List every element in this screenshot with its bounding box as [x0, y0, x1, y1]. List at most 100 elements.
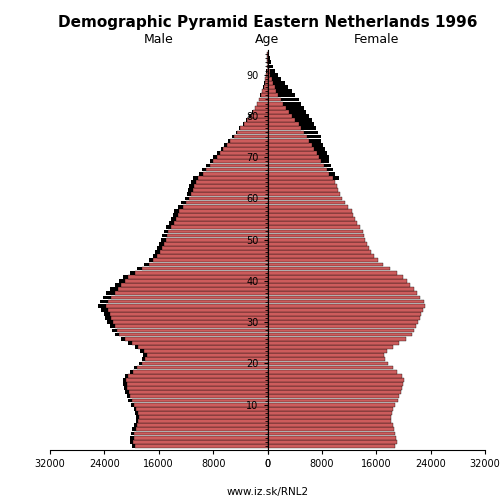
- Text: www.iz.sk/RNL2: www.iz.sk/RNL2: [226, 487, 308, 497]
- Bar: [258, 102, 268, 105]
- Bar: [268, 411, 392, 415]
- Bar: [268, 196, 342, 200]
- Bar: [132, 428, 136, 432]
- Bar: [174, 209, 179, 212]
- Bar: [281, 98, 299, 102]
- Bar: [138, 419, 268, 423]
- Text: Female: Female: [354, 33, 399, 46]
- Bar: [110, 312, 268, 316]
- Bar: [269, 64, 273, 68]
- Bar: [106, 292, 114, 295]
- Bar: [268, 118, 295, 122]
- Bar: [178, 205, 182, 208]
- Bar: [312, 143, 323, 146]
- Bar: [134, 424, 137, 427]
- Bar: [156, 250, 160, 254]
- Bar: [268, 81, 273, 85]
- Bar: [162, 234, 167, 237]
- Bar: [103, 296, 111, 300]
- Bar: [148, 262, 268, 266]
- Bar: [268, 349, 387, 353]
- Bar: [105, 316, 111, 320]
- Bar: [268, 370, 398, 374]
- Bar: [136, 415, 139, 419]
- Bar: [128, 275, 268, 278]
- Bar: [224, 147, 268, 151]
- Bar: [146, 354, 268, 357]
- Bar: [256, 106, 268, 110]
- Bar: [171, 217, 175, 221]
- Bar: [162, 246, 268, 250]
- Bar: [268, 56, 270, 60]
- Bar: [268, 94, 278, 98]
- Bar: [309, 139, 321, 142]
- Bar: [115, 332, 119, 336]
- Bar: [190, 196, 268, 200]
- Bar: [120, 332, 268, 336]
- Bar: [268, 366, 393, 370]
- Bar: [334, 176, 339, 180]
- Bar: [137, 424, 268, 427]
- Bar: [216, 156, 268, 159]
- Bar: [268, 130, 304, 134]
- Bar: [283, 102, 302, 105]
- Bar: [134, 366, 137, 370]
- Bar: [132, 444, 135, 448]
- Bar: [268, 110, 288, 114]
- Bar: [142, 266, 268, 270]
- Bar: [268, 254, 374, 258]
- Bar: [304, 130, 318, 134]
- Bar: [145, 358, 268, 361]
- Bar: [268, 428, 394, 432]
- Bar: [273, 81, 284, 85]
- Bar: [194, 176, 198, 180]
- Bar: [152, 254, 158, 258]
- Bar: [130, 440, 133, 444]
- Bar: [268, 188, 338, 192]
- Bar: [130, 370, 133, 374]
- Bar: [268, 283, 410, 287]
- Bar: [164, 242, 268, 246]
- Bar: [268, 139, 309, 142]
- Bar: [114, 324, 268, 328]
- Bar: [268, 85, 274, 89]
- Bar: [138, 345, 268, 349]
- Bar: [278, 94, 295, 98]
- Bar: [160, 250, 268, 254]
- Bar: [268, 316, 420, 320]
- Bar: [268, 341, 400, 344]
- Bar: [268, 296, 420, 300]
- Bar: [264, 81, 268, 85]
- Bar: [272, 77, 281, 81]
- Bar: [202, 168, 206, 172]
- Bar: [130, 271, 135, 274]
- Bar: [260, 94, 261, 98]
- Bar: [192, 180, 196, 184]
- Bar: [268, 288, 414, 291]
- Bar: [143, 354, 146, 357]
- Bar: [268, 382, 404, 386]
- Bar: [236, 130, 237, 134]
- Bar: [161, 238, 166, 242]
- Bar: [266, 77, 268, 81]
- Bar: [268, 226, 360, 229]
- Bar: [125, 374, 128, 378]
- Bar: [268, 64, 269, 68]
- Bar: [135, 345, 138, 349]
- Bar: [256, 102, 258, 105]
- Bar: [264, 85, 268, 89]
- Bar: [268, 151, 317, 155]
- Bar: [134, 407, 136, 410]
- Bar: [122, 275, 128, 278]
- Bar: [268, 147, 314, 151]
- Bar: [268, 308, 423, 312]
- Bar: [268, 184, 337, 188]
- Bar: [268, 358, 385, 361]
- Bar: [158, 246, 162, 250]
- Bar: [268, 222, 357, 225]
- Bar: [267, 64, 268, 68]
- Bar: [192, 188, 268, 192]
- Bar: [268, 164, 324, 168]
- Bar: [268, 402, 396, 406]
- Bar: [130, 394, 268, 398]
